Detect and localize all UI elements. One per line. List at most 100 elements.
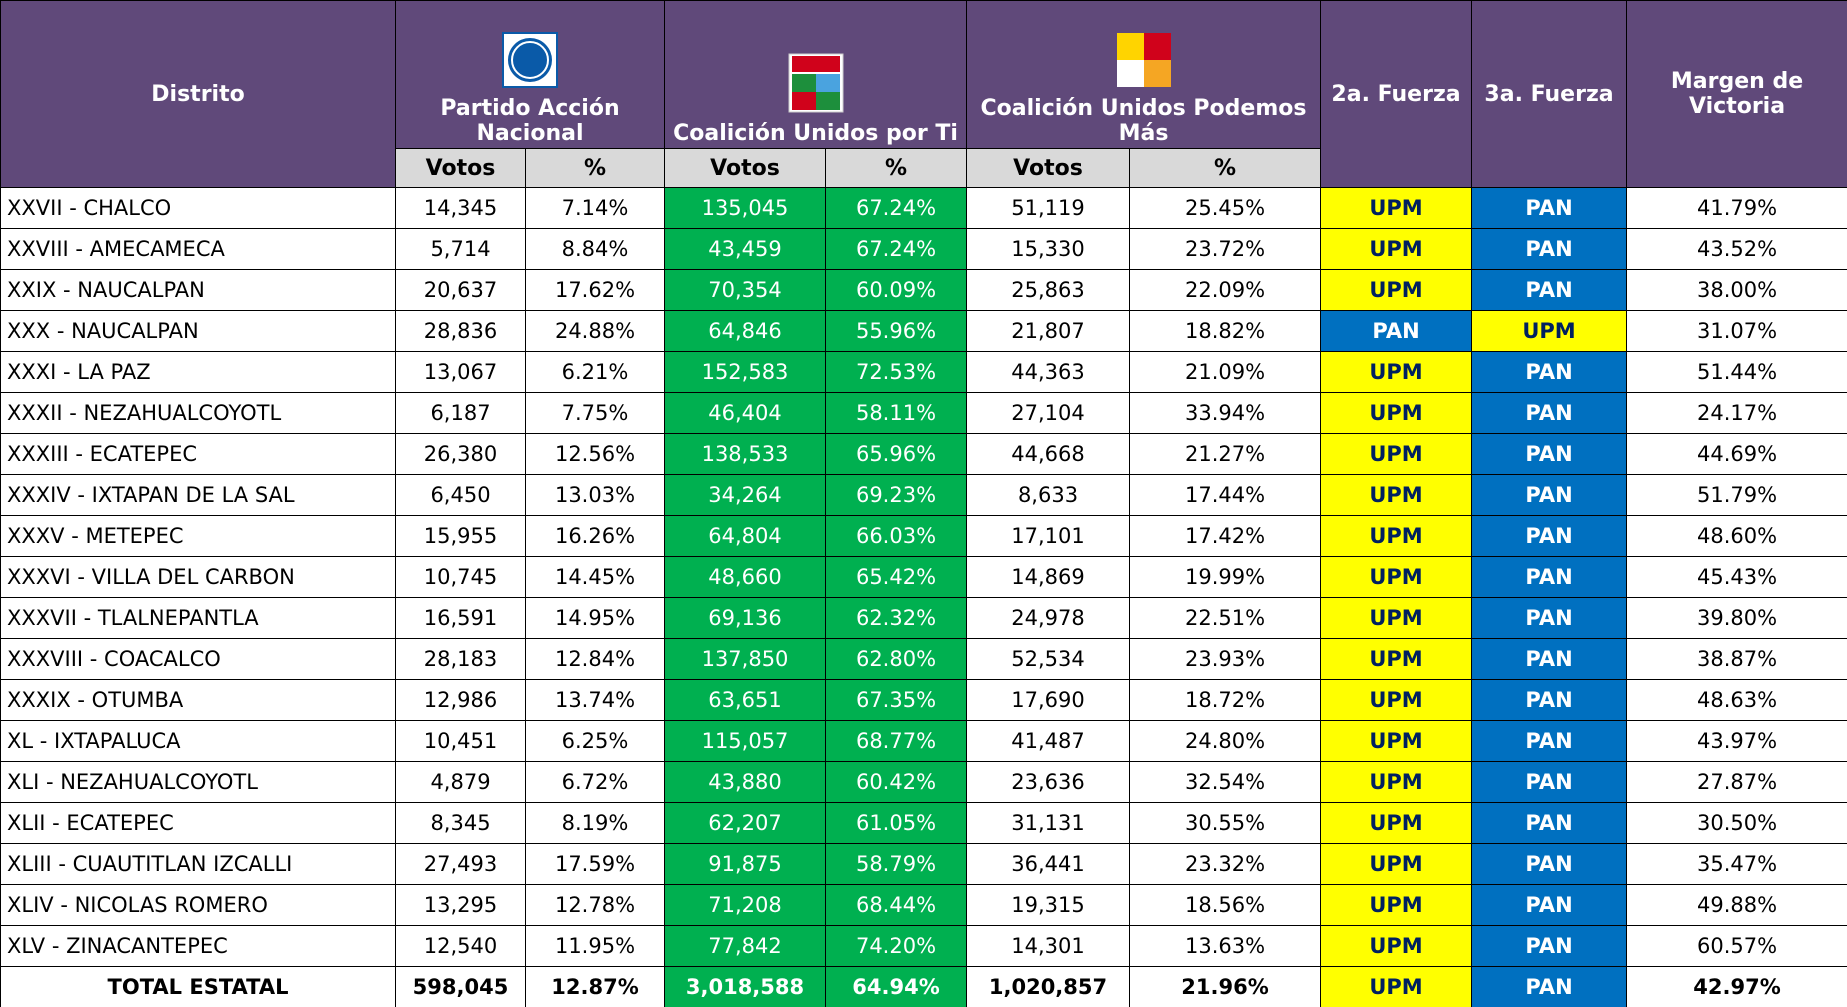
distrito: XLIII - CUAUTITLAN IZCALLI	[0, 843, 396, 885]
fuerza: UPM	[1320, 556, 1473, 598]
cell: 18.82%	[1128, 310, 1322, 352]
fuerza: UPM	[1320, 925, 1473, 967]
cell: 48.63%	[1626, 679, 1847, 721]
row: XLI - NEZAHUALCOYOTL 4,879 6.72% 43,880 60.4…	[0, 761, 1847, 803]
cell: 8,345	[395, 802, 526, 844]
cell: 64.94%	[825, 966, 967, 1007]
cell: 48,660	[664, 556, 826, 598]
subheader: %	[1128, 148, 1322, 188]
row: XXXIII - ECATEPEC 26,380 12.56% 138,533 65.9…	[0, 433, 1847, 475]
distrito: XXVIII - AMECAMECA	[0, 228, 396, 270]
cell: 38.87%	[1626, 638, 1847, 680]
cell: 16.26%	[525, 515, 665, 557]
subheader: Votos	[664, 148, 826, 188]
cell: 598,045	[395, 966, 526, 1007]
cell: 12.78%	[525, 884, 665, 926]
distrito: XXXV - METEPEC	[0, 515, 396, 557]
cell: 21.27%	[1128, 433, 1322, 475]
cell: 18.56%	[1128, 884, 1322, 926]
row: XXVIII - AMECAMECA 5,714 8.84% 43,459 67.24%…	[0, 228, 1847, 270]
fuerza: PAN	[1471, 351, 1628, 393]
cell: 60.42%	[825, 761, 967, 803]
cell: 27,104	[966, 392, 1130, 434]
cell: 24.17%	[1626, 392, 1847, 434]
fuerza: PAN	[1471, 556, 1628, 598]
fuerza: PAN	[1471, 720, 1628, 762]
cell: 12,986	[395, 679, 526, 721]
fuerza: PAN	[1471, 433, 1628, 475]
cell: 41.79%	[1626, 187, 1847, 229]
cell: 45.43%	[1626, 556, 1847, 598]
cell: 69,136	[664, 597, 826, 639]
cell: 23,636	[966, 761, 1130, 803]
cell: 17.59%	[525, 843, 665, 885]
distrito: XLII - ECATEPEC	[0, 802, 396, 844]
cell: 31,131	[966, 802, 1130, 844]
cell: 33.94%	[1128, 392, 1322, 434]
cell: 14,301	[966, 925, 1130, 967]
fuerza: UPM	[1320, 597, 1473, 639]
cell: 70,354	[664, 269, 826, 311]
cell: 23.32%	[1128, 843, 1322, 885]
row: XXXV - METEPEC 15,955 16.26% 64,804 66.03% 17…	[0, 515, 1847, 557]
distrito: XXXVI - VILLA DEL CARBON	[0, 556, 396, 598]
distrito: XXXVIII - COACALCO	[0, 638, 396, 680]
row: XXXI - LA PAZ 13,067 6.21% 152,583 72.53% 44,…	[0, 351, 1847, 393]
cell: 23.72%	[1128, 228, 1322, 270]
fuerza: UPM	[1320, 392, 1473, 434]
cell: 21,807	[966, 310, 1130, 352]
cell: 46,404	[664, 392, 826, 434]
cell: 16,591	[395, 597, 526, 639]
cell: 58.79%	[825, 843, 967, 885]
fuerza: UPM	[1320, 966, 1473, 1007]
subheader: %	[825, 148, 967, 188]
cell: 67.24%	[825, 228, 967, 270]
fuerza: UPM	[1471, 310, 1628, 352]
cell: 51,119	[966, 187, 1130, 229]
cell: 24.88%	[525, 310, 665, 352]
cell: 13.03%	[525, 474, 665, 516]
fuerza: PAN	[1320, 310, 1473, 352]
fuerza: PAN	[1471, 392, 1628, 434]
party-name: Coalición Unidos Podemos Más	[980, 96, 1307, 146]
cell: 8,633	[966, 474, 1130, 516]
cell: 15,330	[966, 228, 1130, 270]
cell: 30.55%	[1128, 802, 1322, 844]
cell: 77,842	[664, 925, 826, 967]
cell: 13,067	[395, 351, 526, 393]
cell: 34,264	[664, 474, 826, 516]
cell: 14.45%	[525, 556, 665, 598]
cell: 44,668	[966, 433, 1130, 475]
cell: 30.50%	[1626, 802, 1847, 844]
cell: 61.05%	[825, 802, 967, 844]
subheader: Votos	[966, 148, 1130, 188]
cell: 44,363	[966, 351, 1130, 393]
fuerza: UPM	[1320, 720, 1473, 762]
cell: 36,441	[966, 843, 1130, 885]
fuerza: PAN	[1471, 761, 1628, 803]
cell: 41,487	[966, 720, 1130, 762]
cell: 39.80%	[1626, 597, 1847, 639]
cell: 60.57%	[1626, 925, 1847, 967]
row: XXVII - CHALCO 14,345 7.14% 135,045 67.24% 51…	[0, 187, 1847, 229]
cell: 43,880	[664, 761, 826, 803]
cell: 6.21%	[525, 351, 665, 393]
row: XLV - ZINACANTEPEC 12,540 11.95% 77,842 74.2…	[0, 925, 1847, 967]
distrito: XXXVII - TLALNEPANTLA	[0, 597, 396, 639]
fuerza: UPM	[1320, 269, 1473, 311]
cell: 22.09%	[1128, 269, 1322, 311]
row: XL - IXTAPALUCA 10,451 6.25% 115,057 68.77% 4…	[0, 720, 1847, 762]
fuerza: PAN	[1471, 228, 1628, 270]
cell: 67.24%	[825, 187, 967, 229]
cell: 115,057	[664, 720, 826, 762]
cell: 74.20%	[825, 925, 967, 967]
fuerza: PAN	[1471, 515, 1628, 557]
fuerza: UPM	[1320, 228, 1473, 270]
total-row: TOTAL ESTATAL 598,045 12.87% 3,018,588 64.94…	[0, 966, 1847, 1007]
cell: 49.88%	[1626, 884, 1847, 926]
cell: 28,836	[395, 310, 526, 352]
cell: 27,493	[395, 843, 526, 885]
fuerza: PAN	[1471, 597, 1628, 639]
